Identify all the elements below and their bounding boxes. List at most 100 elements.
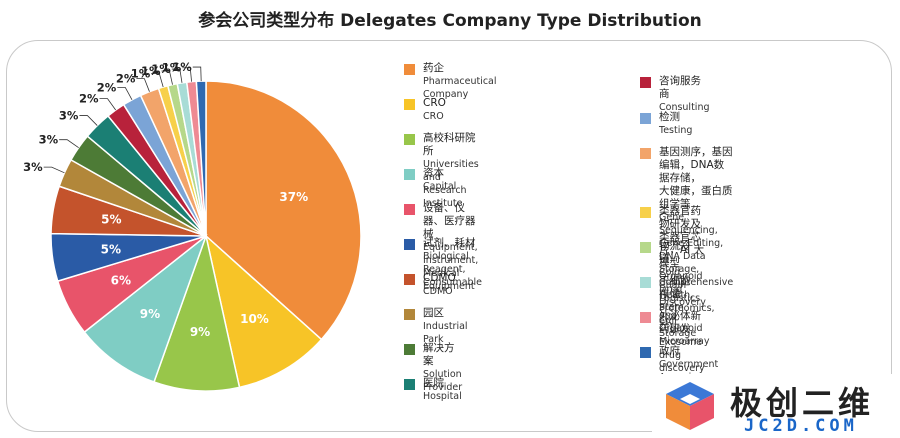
- legend-item: 资本 Capital: [404, 167, 456, 193]
- leader-line-17: [192, 66, 202, 82]
- legend-label-en: Hospital: [423, 391, 462, 402]
- leader-line-11: [117, 87, 133, 100]
- legend-label-cn: 检测: [659, 111, 680, 123]
- legend-label-cn: CDMO: [423, 272, 456, 284]
- legend-label-cn: 外泌体新药研发: [659, 310, 701, 335]
- legend-item: 高校科研院所 Universities and Research Institut…: [404, 132, 479, 210]
- legend-swatch: [404, 274, 415, 285]
- leader-line-16: [182, 67, 192, 82]
- legend-swatch: [404, 344, 415, 355]
- legend-swatch: [404, 204, 415, 215]
- legend-item: CDMO CDMO: [404, 272, 456, 298]
- legend-swatch: [640, 77, 651, 88]
- legend-label-cn: 资本: [423, 167, 444, 179]
- legend-label-cn: 物流冷链: [659, 240, 691, 265]
- legend-item: 干细胞存储 Stem Cell Storage: [640, 275, 696, 340]
- leader-line-15: [171, 68, 183, 83]
- legend-swatch: [404, 169, 415, 180]
- legend-swatch: [640, 347, 651, 358]
- cube-logo-icon: [666, 382, 714, 430]
- watermark: 极创二维 JC2D.COM: [652, 374, 900, 438]
- leader-line-7: [43, 166, 65, 174]
- legend-label-en: Biological Reagent, Consumable: [423, 251, 483, 288]
- legend-swatch: [640, 148, 651, 159]
- slice-label-1: 10%: [240, 312, 269, 326]
- leader-line-13: [151, 73, 164, 88]
- legend-swatch: [404, 64, 415, 75]
- legend-label-en: Capital: [423, 181, 457, 192]
- legend-label-en: Universities and Research Institute: [423, 159, 479, 209]
- leader-line-12: [136, 78, 150, 92]
- legend-label-cn: 设备、仪器、医疗器械: [423, 202, 476, 240]
- leader-line-14: [161, 70, 173, 85]
- slice-label-9: 3%: [59, 109, 79, 123]
- legend-item: 外泌体新药研发 Exosome drug discovery: [640, 310, 705, 375]
- slice-label-7: 3%: [23, 160, 43, 174]
- legend-swatch: [640, 207, 651, 218]
- pie-slice-3: [83, 233, 208, 383]
- legend-item: 设备、仪器、医疗器械 Equipment, Instrument, Medical…: [404, 202, 478, 293]
- legend-label-cn: CRO: [423, 97, 446, 109]
- slice-label-13: 1%: [131, 67, 151, 81]
- legend-item: 试剂、耗材 Biological Reagent, Consumable: [404, 237, 482, 289]
- legend-swatch: [404, 379, 415, 390]
- slice-label-5: 5%: [101, 242, 121, 256]
- legend-swatch: [640, 242, 651, 253]
- legend-swatch: [404, 134, 415, 145]
- legend-label-en: Cold Chain Logistics: [659, 267, 701, 304]
- legend-label-cn: 园区: [423, 307, 444, 319]
- legend-label-cn: 医院: [423, 377, 444, 389]
- legend-label-en: CRO: [423, 111, 444, 122]
- legend-label-en: Consulting: [659, 102, 710, 113]
- leader-line-10: [99, 98, 117, 111]
- watermark-en: JC2D.COM: [744, 416, 858, 436]
- legend-label-cn: 类器官药物研发及类器官芯片，AI 大模型: [659, 205, 705, 269]
- pie-slice-1: [204, 233, 323, 389]
- slice-label-4: 6%: [111, 274, 131, 288]
- chart-frame: [6, 40, 892, 432]
- legend-swatch: [404, 239, 415, 250]
- pie-slice-2: [153, 233, 241, 392]
- legend-item: CRO CRO: [404, 97, 446, 123]
- legend-label-cn: 解决方案: [423, 342, 455, 367]
- legend-label-en: Exosome drug discovery: [659, 337, 705, 374]
- legend-label-en: Gene Sequencing, Gene Editing, DNA Data …: [659, 212, 734, 327]
- legend-item: 检测 Testing: [640, 111, 692, 137]
- legend-label-en: Pharmaceutical Company: [423, 76, 497, 100]
- legend-item: 医院 Hospital: [404, 377, 462, 403]
- legend-label-en: Solution Provider: [423, 369, 463, 393]
- legend-swatch: [404, 99, 415, 110]
- legend-item: 咨询服务商 Consulting: [640, 75, 710, 114]
- slice-label-8: 3%: [39, 133, 59, 147]
- legend-label-cn: 高校科研院所: [423, 132, 476, 157]
- legend-item: 园区 Industrial Park: [404, 307, 468, 346]
- legend-label-cn: 政府: [659, 345, 680, 357]
- slice-label-3: 9%: [140, 307, 160, 321]
- legend-item: 解决方案 Solution Provider: [404, 342, 462, 394]
- legend-item: 物流冷链 Cold Chain Logistics: [640, 240, 700, 305]
- slice-label-6: 5%: [101, 213, 121, 227]
- legend-label-cn: 咨询服务商: [659, 75, 701, 100]
- legend-label-cn: 基因测序，基因编辑，DNA数据存储， 大健康，蛋白质组学等: [659, 146, 733, 210]
- slice-label-0: 37%: [279, 190, 308, 204]
- legend-swatch: [640, 312, 651, 323]
- legend-item: 类器官药物研发及类器官芯片，AI 大模型 Organoid Drug Discov…: [640, 205, 709, 348]
- legend-label-en: Stem Cell Storage: [659, 302, 697, 339]
- legend-label-cn: 干细胞存储: [659, 275, 691, 300]
- legend-label-cn: 药企: [423, 62, 444, 74]
- slice-label-15: 1%: [151, 62, 171, 76]
- slice-label-16: 1%: [162, 61, 182, 75]
- legend-swatch: [640, 113, 651, 124]
- slice-label-10: 2%: [79, 92, 99, 106]
- legend-label-en: Organoid Drug Discovery and Organoid Mic…: [659, 271, 710, 347]
- watermark-cn: 极创二维: [730, 384, 875, 422]
- legend-swatch: [640, 277, 651, 288]
- legend-label-en: Equipment, Instrument, Medical Equipment: [423, 242, 479, 292]
- slice-label-14: 1%: [141, 64, 161, 78]
- leader-line-8: [59, 139, 79, 148]
- slice-label-17: 1%: [172, 60, 192, 74]
- leader-line-9: [79, 115, 98, 126]
- legend-label-en: Industrial Park: [423, 321, 468, 345]
- slice-label-11: 2%: [97, 81, 117, 95]
